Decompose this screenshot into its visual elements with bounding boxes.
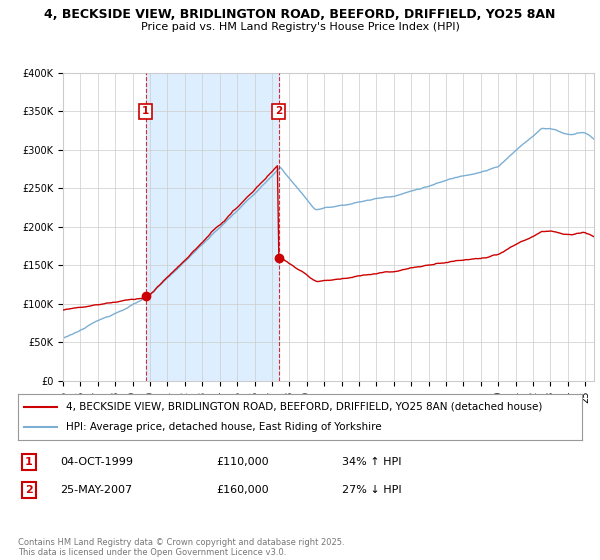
Text: £110,000: £110,000 xyxy=(216,457,269,467)
Text: HPI: Average price, detached house, East Riding of Yorkshire: HPI: Average price, detached house, East… xyxy=(66,422,382,432)
Text: Price paid vs. HM Land Registry's House Price Index (HPI): Price paid vs. HM Land Registry's House … xyxy=(140,22,460,32)
Text: 1: 1 xyxy=(142,106,149,116)
Bar xyxy=(146,73,278,381)
Text: £160,000: £160,000 xyxy=(216,485,269,495)
Text: Contains HM Land Registry data © Crown copyright and database right 2025.
This d: Contains HM Land Registry data © Crown c… xyxy=(18,538,344,557)
Text: 1: 1 xyxy=(25,457,32,467)
Text: 2: 2 xyxy=(275,106,282,116)
Text: 34% ↑ HPI: 34% ↑ HPI xyxy=(342,457,401,467)
Text: 04-OCT-1999: 04-OCT-1999 xyxy=(60,457,133,467)
Text: 4, BECKSIDE VIEW, BRIDLINGTON ROAD, BEEFORD, DRIFFIELD, YO25 8AN (detached house: 4, BECKSIDE VIEW, BRIDLINGTON ROAD, BEEF… xyxy=(66,402,542,412)
Text: 27% ↓ HPI: 27% ↓ HPI xyxy=(342,485,401,495)
Text: 25-MAY-2007: 25-MAY-2007 xyxy=(60,485,132,495)
Text: 2: 2 xyxy=(25,485,32,495)
Text: 4, BECKSIDE VIEW, BRIDLINGTON ROAD, BEEFORD, DRIFFIELD, YO25 8AN: 4, BECKSIDE VIEW, BRIDLINGTON ROAD, BEEF… xyxy=(44,8,556,21)
